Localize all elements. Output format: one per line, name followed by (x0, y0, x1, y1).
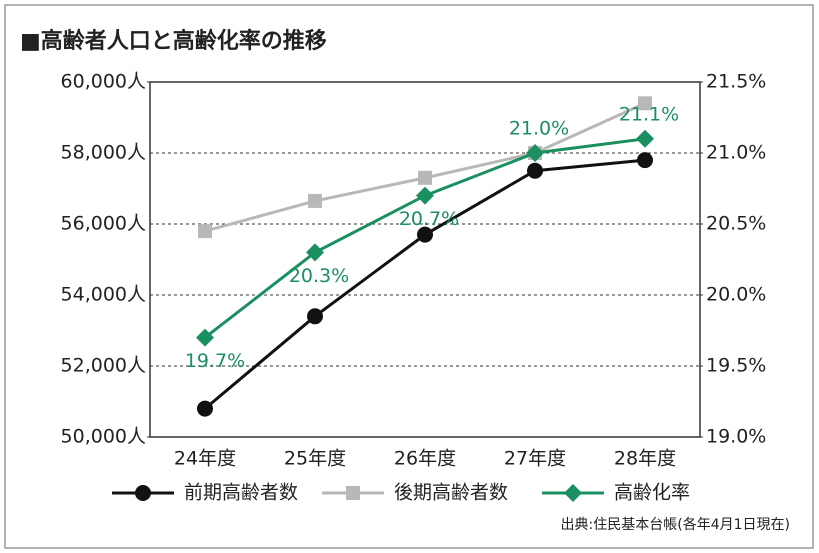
data-point (527, 162, 543, 179)
legend-label: 高齢化率 (614, 482, 690, 504)
data-label: 21.1% (619, 103, 679, 125)
y-tick-label: 54,000人 (61, 284, 146, 306)
data-label: 20.7% (399, 208, 459, 230)
chart-title: ■高齢者人口と高齢化率の推移 (20, 28, 327, 54)
data-point (637, 152, 653, 169)
y2-tick-label: 21.0% (706, 142, 766, 164)
y2-tick-label: 19.0% (706, 426, 766, 448)
x-tick-label: 25年度 (284, 448, 346, 470)
data-label: 20.3% (289, 265, 349, 287)
data-point (638, 96, 652, 111)
data-point (418, 170, 432, 185)
y-tick-label: 50,000人 (61, 426, 146, 448)
x-tick-label: 28年度 (614, 448, 676, 470)
data-label: 21.0% (509, 118, 569, 140)
data-point (526, 144, 544, 162)
x-tick-label: 26年度 (394, 448, 456, 470)
legend-label: 前期高齢者数 (184, 482, 298, 504)
y2-tick-label: 19.5% (706, 355, 766, 377)
data-point (307, 308, 323, 325)
x-tick-label: 27年度 (504, 448, 566, 470)
plot-frame (149, 81, 701, 438)
legend-label: 後期高齢者数 (394, 482, 508, 504)
legend-marker (135, 485, 151, 501)
y2-tick-label: 20.5% (706, 213, 766, 235)
data-point (196, 328, 214, 347)
legend-marker (564, 484, 582, 502)
data-point (308, 193, 322, 208)
y2-tick-label: 20.0% (706, 284, 766, 306)
x-tick-label: 24年度 (174, 448, 236, 470)
legend-marker (346, 486, 360, 500)
data-point (636, 129, 654, 148)
data-point (306, 243, 324, 262)
data-label: 19.7% (185, 350, 245, 372)
y-tick-label: 52,000人 (61, 355, 146, 377)
frame (4, 4, 814, 549)
data-point (417, 226, 433, 243)
data-point (416, 186, 434, 205)
source-note: 出典:住民基本台帳(各年4月1日現在) (561, 516, 790, 533)
y-tick-label: 60,000人 (61, 71, 146, 93)
y2-tick-label: 21.5% (706, 71, 766, 93)
data-point (198, 224, 212, 239)
y-tick-label: 58,000人 (61, 142, 146, 164)
y-tick-label: 56,000人 (61, 213, 146, 235)
data-point (197, 400, 213, 417)
